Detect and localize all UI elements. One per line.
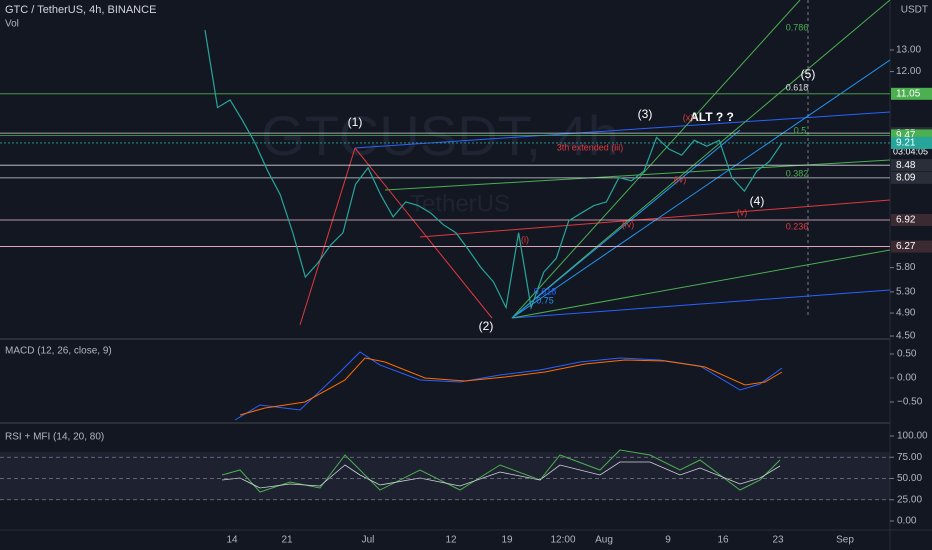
date-label: 23: [772, 535, 784, 546]
date-label: Sep: [836, 535, 854, 546]
date-label: 12:00: [550, 535, 575, 546]
macd-tick-label: 0.50: [897, 349, 917, 360]
date-label: 9: [665, 535, 671, 546]
rsi-line: [221, 461, 781, 489]
annotation: 0.618: [534, 286, 557, 296]
date-label: 16: [717, 535, 729, 546]
countdown: 03:04:05: [893, 146, 928, 156]
rsi-tick-label: 75.00: [897, 452, 922, 463]
macd-line: [234, 351, 783, 421]
annotation: (v): [737, 207, 748, 217]
date-label: Aug: [595, 535, 613, 546]
macd-tick-label: −0.50: [897, 397, 923, 408]
macd-title: MACD (12, 26, close, 9): [5, 346, 112, 357]
macd-signal: [239, 357, 783, 416]
rsi-title: RSI + MFI (14, 20, 80): [5, 432, 104, 443]
price-tick-label: 4.90: [896, 308, 916, 319]
symbol-title: GTC / TetherUS, 4h, BINANCE: [5, 4, 156, 16]
annotation: ALT ? ?: [690, 110, 734, 124]
date-label: 12: [445, 535, 457, 546]
price-tag-label: 9.21: [896, 138, 916, 149]
price-tag: [891, 240, 932, 253]
annotation: (3): [638, 107, 653, 121]
annotation: (1): [348, 115, 363, 129]
date-label: 21: [281, 535, 293, 546]
date-label: 19: [501, 535, 513, 546]
price-tag-label: 8.09: [896, 173, 916, 184]
annotation: 0.786: [786, 22, 809, 32]
price-tag-label: 11.05: [896, 88, 921, 99]
annotation: (5): [801, 67, 816, 81]
price-tag: [891, 213, 932, 226]
price-tag-label: 6.27: [896, 241, 916, 252]
price-tick-label: 5.30: [896, 287, 916, 298]
price-tick-label: 5.80: [896, 262, 916, 273]
annotation: 0.5: [794, 125, 807, 135]
macd-tick-label: 0.00: [897, 373, 917, 384]
annotation: 0.382: [786, 168, 809, 178]
price-tag-label: 8.48: [896, 160, 916, 171]
pane-divider: [0, 338, 890, 340]
rsi-tick-label: 25.00: [897, 494, 922, 505]
annotation: (iv): [674, 174, 687, 184]
price-tag: [891, 87, 932, 100]
annotation: (iv): [622, 219, 635, 229]
date-label: 14: [226, 535, 238, 546]
annotation: 0.618: [786, 82, 809, 92]
date-label: Jul: [362, 535, 375, 546]
price-tag-label: 6.92: [896, 215, 916, 226]
price-line: [204, 29, 783, 310]
rsi-tick-label: 100.00: [897, 431, 928, 442]
annotation: (x): [683, 112, 694, 122]
price-tag: [891, 171, 932, 184]
rsi-tick-label: 50.00: [897, 473, 922, 484]
volume-label: Vol: [5, 19, 19, 30]
annotation: (i): [521, 234, 529, 244]
annotation: (2): [479, 319, 494, 333]
rsi-tick-label: 0.00: [897, 516, 917, 527]
annotation: 3th extended (iii): [557, 142, 624, 152]
price-tick-label: 12.00: [896, 66, 921, 77]
annotation: (4): [750, 194, 765, 208]
price-tag-label: 9.47: [896, 130, 916, 141]
annotation: 0.236: [786, 221, 809, 231]
price-tick-label: 13.00: [896, 45, 921, 56]
annotation: 0.75: [536, 295, 554, 305]
price-tag: [891, 159, 932, 172]
watermark-name: TetherUS: [410, 190, 510, 217]
rsi-band: [0, 452, 890, 500]
currency: USDT: [901, 5, 928, 16]
price-tick-label: 4.50: [896, 331, 916, 342]
price-tag: [891, 136, 932, 149]
pane-divider: [0, 422, 890, 424]
mfi-line: [221, 449, 781, 493]
